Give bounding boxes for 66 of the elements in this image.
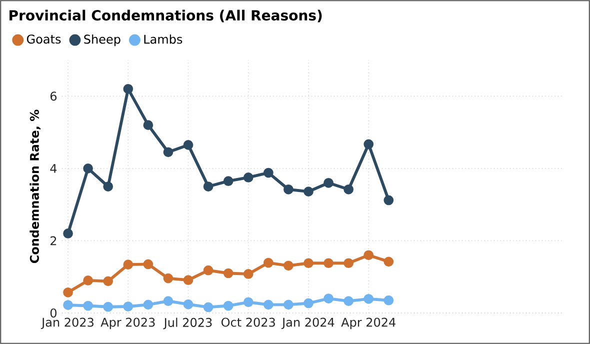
point [63, 228, 73, 238]
y-tick-label: 4 [50, 164, 57, 173]
point [263, 258, 274, 268]
point [123, 302, 134, 312]
point [384, 256, 394, 267]
point [384, 195, 394, 206]
point [163, 147, 174, 158]
point [364, 250, 374, 260]
x-tick-label: Apr 2024 [341, 318, 396, 330]
x-tick-label: Jul 2023 [163, 318, 212, 330]
point [143, 120, 154, 130]
point [103, 182, 114, 192]
point [243, 269, 254, 279]
point [83, 300, 93, 311]
point [223, 268, 234, 278]
point [83, 276, 93, 286]
point [284, 184, 294, 194]
legend-label: Lambs [144, 34, 182, 44]
point [284, 260, 294, 271]
point [324, 294, 334, 304]
legend-label: Sheep [84, 34, 120, 46]
point [183, 140, 194, 150]
point [203, 265, 214, 276]
point [324, 258, 334, 268]
point [103, 276, 114, 286]
point [83, 164, 93, 174]
point [364, 294, 374, 304]
point [304, 186, 314, 197]
x-tick-label: Jan 2023 [40, 318, 94, 330]
point [143, 259, 154, 270]
point [384, 295, 394, 306]
point [223, 300, 234, 311]
x-tick-label: Oct 2023 [221, 318, 275, 327]
point [223, 176, 234, 186]
point [163, 296, 174, 306]
point [344, 296, 354, 306]
point [123, 84, 134, 94]
chart-title: Provincial Condemnations (All Reasons) [10, 10, 322, 22]
x-tick-label: Apr 2023 [100, 318, 155, 330]
point [344, 184, 354, 194]
point [344, 258, 354, 268]
point [324, 178, 334, 188]
y-tick-label: 0 [50, 308, 56, 318]
point [163, 273, 174, 284]
point [183, 299, 194, 310]
point [284, 300, 294, 310]
point [63, 287, 73, 298]
y-axis-title: Condemnation Rate, % [30, 110, 41, 264]
point [183, 275, 194, 286]
point [123, 260, 134, 270]
point [243, 297, 254, 308]
y-tick-label: 6 [50, 92, 57, 101]
point [203, 302, 214, 312]
point [143, 300, 154, 310]
point [103, 302, 114, 312]
legend-label: Goats [26, 34, 61, 44]
point [243, 172, 254, 182]
point [364, 139, 374, 150]
point [203, 182, 214, 192]
point [263, 168, 274, 178]
point [63, 300, 73, 310]
point [304, 258, 314, 268]
point [304, 298, 314, 308]
y-tick-label: 2 [50, 236, 56, 246]
x-tick-label: Jan 2024 [281, 318, 334, 330]
point [263, 300, 274, 310]
